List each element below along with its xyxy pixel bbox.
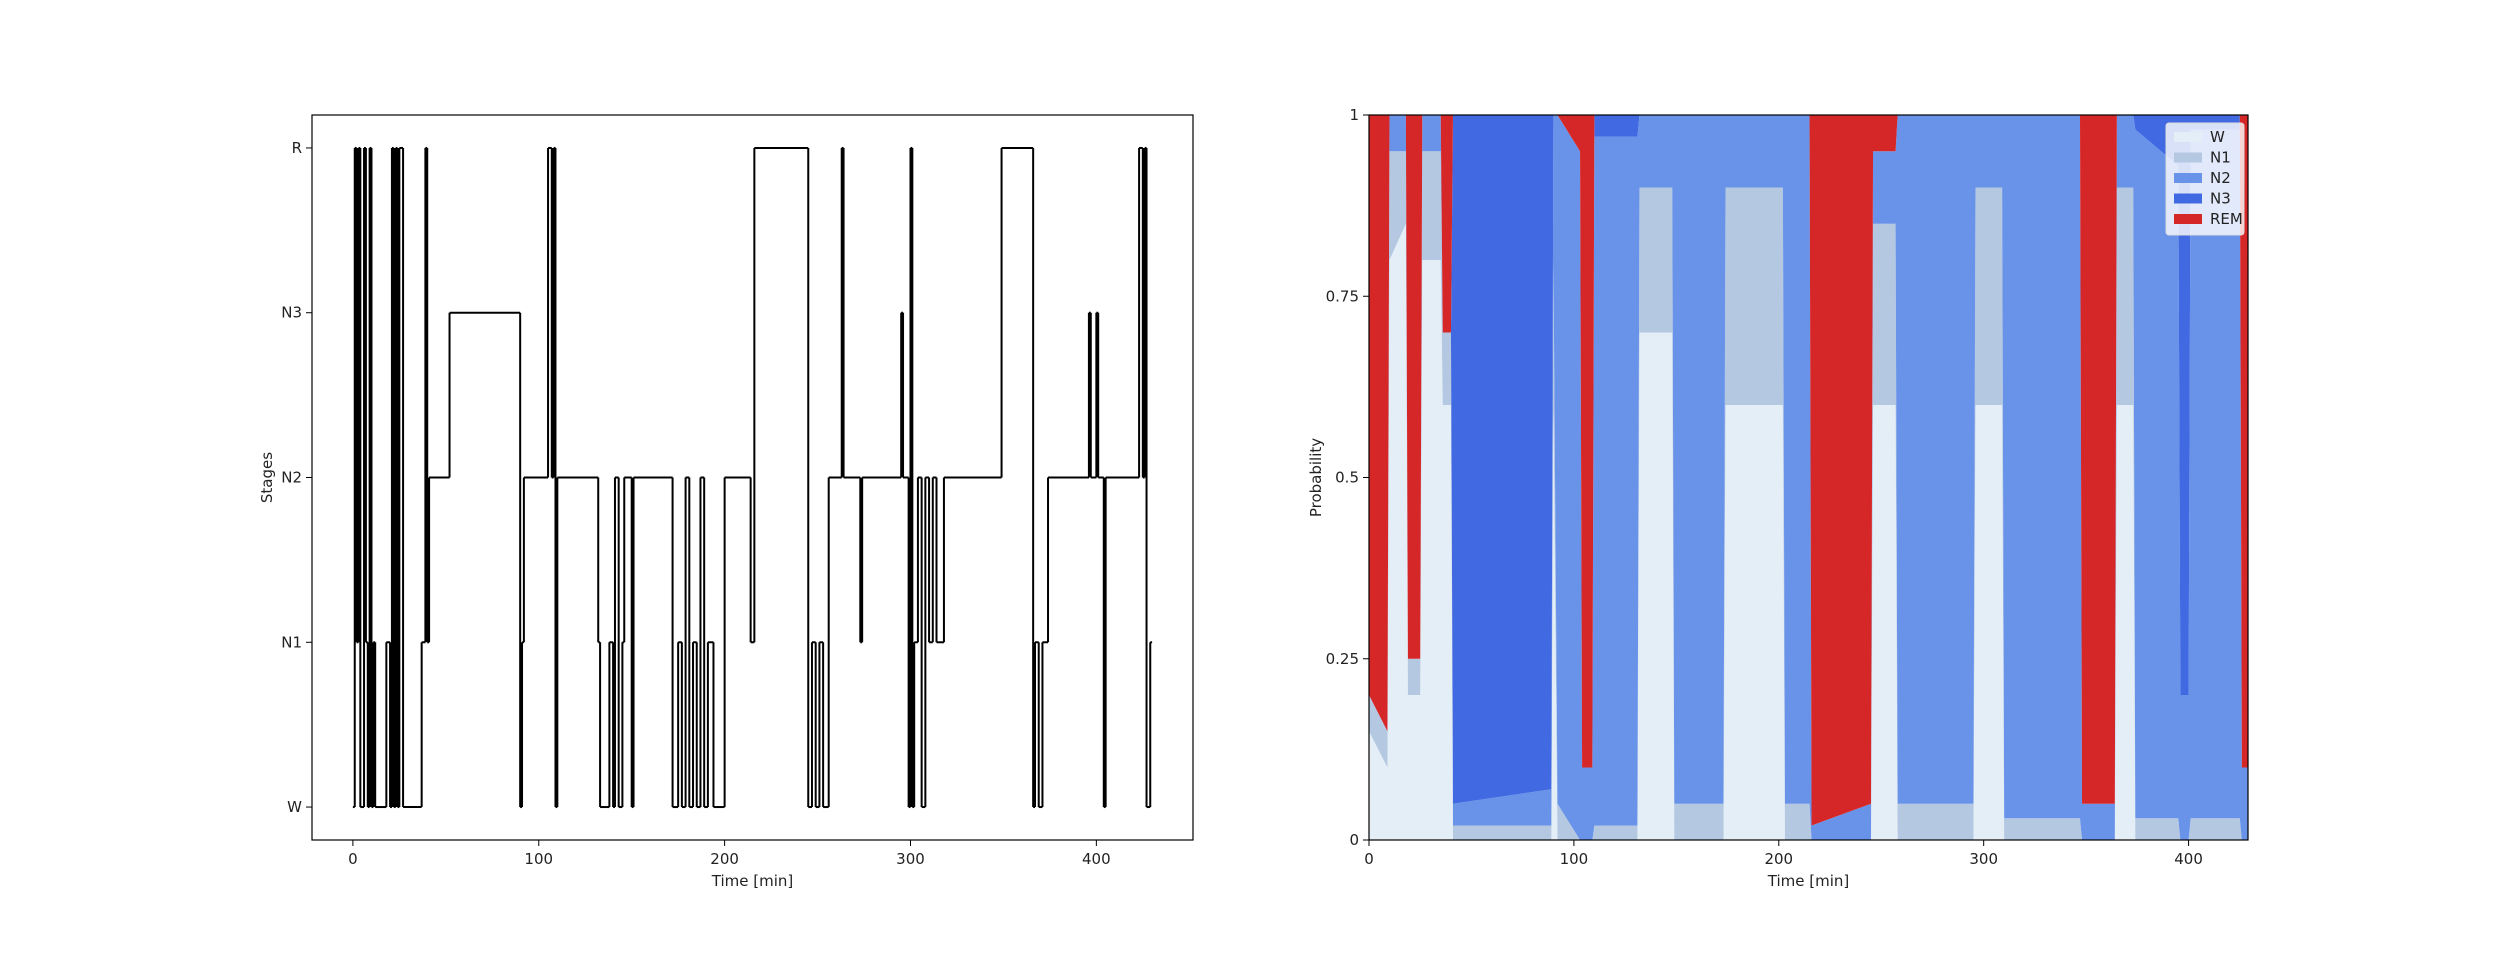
legend-swatch [2174, 173, 2202, 183]
y-tick-label: N2 [281, 469, 302, 487]
x-tick-label: 400 [2174, 850, 2203, 868]
legend-swatch [2174, 152, 2202, 163]
y-tick-label: 0.75 [1326, 287, 1359, 305]
area [1369, 115, 2248, 826]
legend-label: REM [2210, 210, 2243, 228]
y-tick-label: 0.25 [1326, 650, 1359, 668]
step-riser [353, 147, 1152, 808]
area [1369, 115, 2248, 840]
y-tick-label: 0.5 [1335, 469, 1359, 487]
area [1369, 115, 2248, 826]
x-tick-label: 200 [710, 850, 739, 868]
x-axis-label: Time [min] [711, 872, 793, 890]
legend-label: N1 [2210, 149, 2231, 167]
legend-swatch [2174, 132, 2202, 142]
x-tick-label: 300 [896, 850, 925, 868]
y-tick-label: 0 [1349, 831, 1359, 849]
y-tick-label: W [287, 798, 302, 816]
x-tick-label: 0 [348, 850, 358, 868]
axes: W N1 N2 N3 REM 0 100 200 300 400 0 0.25 0.5 0.75 1 Time… [1307, 106, 2249, 890]
legend-label: N2 [2210, 169, 2231, 187]
y-tick-label: R [292, 139, 302, 157]
y-tick-label: 1 [1349, 106, 1359, 124]
y-tick-label: N3 [281, 304, 302, 322]
y-tick-label: N1 [281, 633, 302, 651]
legend-box [2165, 122, 2245, 236]
x-tick-label: 100 [1560, 850, 1589, 868]
legend-swatch [2174, 214, 2202, 224]
x-tick-label: 300 [1969, 850, 1998, 868]
axes: 0 100 200 300 400 W N1 N2 N3 R Time [min] Stages [258, 114, 1194, 890]
legend-label: W [2210, 128, 2225, 146]
x-axis-label: Time [min] [1767, 872, 1849, 890]
y-axis-label: Probability [1307, 438, 1325, 517]
x-tick-label: 400 [1082, 850, 1111, 868]
x-tick-label: 200 [1764, 850, 1793, 868]
legend-label: N3 [2210, 190, 2231, 208]
y-axis-label: Stages [258, 452, 276, 503]
x-tick-label: 0 [1364, 850, 1374, 868]
legend-swatch [2174, 193, 2202, 204]
x-tick-label: 100 [524, 850, 553, 868]
